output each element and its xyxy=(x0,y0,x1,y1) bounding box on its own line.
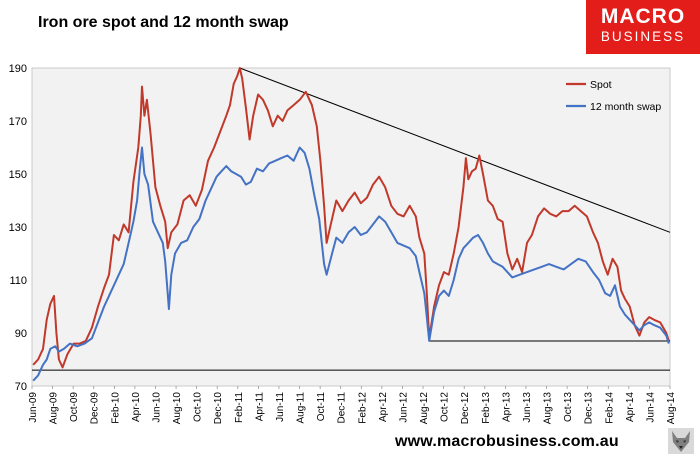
x-tick-label: Aug-11 xyxy=(296,392,307,424)
x-tick-label: Dec-09 xyxy=(90,392,101,425)
x-tick-label: Oct-10 xyxy=(193,392,204,422)
x-tick-label: Feb-10 xyxy=(110,392,121,424)
x-tick-label: Aug-10 xyxy=(172,392,183,425)
x-tick-label: Jun-12 xyxy=(398,392,409,423)
x-tick-label: Jun-10 xyxy=(151,392,162,423)
x-tick-label: Jun-11 xyxy=(275,392,286,422)
y-tick-label: 190 xyxy=(9,63,27,75)
x-tick-label: Oct-13 xyxy=(563,392,574,422)
logo-line1: MACRO xyxy=(600,5,686,28)
x-tick-label: Oct-09 xyxy=(69,392,80,422)
wolf-icon xyxy=(668,428,694,454)
x-tick-label: Jun-14 xyxy=(645,392,656,423)
x-tick-label: Dec-11 xyxy=(337,392,348,424)
x-tick-label: Dec-12 xyxy=(460,392,471,425)
x-tick-label: Oct-12 xyxy=(440,392,451,422)
x-tick-label: Jun-09 xyxy=(28,392,39,423)
x-tick-label: Apr-14 xyxy=(625,392,636,422)
x-tick-label: Oct-11 xyxy=(316,392,327,422)
macrobusiness-logo: MACRO BUSINESS xyxy=(586,0,700,54)
x-tick-label: Apr-12 xyxy=(378,392,389,422)
y-tick-label: 110 xyxy=(9,275,27,287)
x-tick-label: Apr-11 xyxy=(254,392,265,422)
resistance-line xyxy=(239,67,671,233)
x-tick-label: Feb-13 xyxy=(481,392,492,424)
x-tick-label: Aug-14 xyxy=(666,392,677,425)
x-tick-label: Feb-12 xyxy=(357,392,368,424)
x-tick-label: Aug-12 xyxy=(419,392,430,425)
x-tick-label: Feb-14 xyxy=(604,392,615,424)
chart-title: Iron ore spot and 12 month swap xyxy=(38,14,289,31)
series-line-swap xyxy=(32,146,670,382)
series-line-spot xyxy=(32,67,670,369)
y-tick-label: 150 xyxy=(9,169,27,181)
x-tick-label: Apr-10 xyxy=(131,392,142,422)
x-tick-label: Dec-13 xyxy=(584,392,595,425)
x-tick-label: Apr-13 xyxy=(501,392,512,422)
x-tick-label: Aug-13 xyxy=(543,392,554,425)
y-tick-label: 70 xyxy=(15,381,27,393)
x-tick-label: Feb-11 xyxy=(234,392,245,423)
legend-label: 12 month swap xyxy=(590,101,661,113)
x-tick-label: Jun-13 xyxy=(522,392,533,423)
x-tick-label: Dec-10 xyxy=(213,392,224,425)
x-tick-label: Aug-09 xyxy=(49,392,60,425)
y-tick-label: 90 xyxy=(15,328,27,340)
legend-label: Spot xyxy=(590,79,612,91)
logo-line2: BUSINESS xyxy=(600,29,686,44)
y-tick-label: 130 xyxy=(9,222,27,234)
plot-area xyxy=(31,67,671,387)
site-url: www.macrobusiness.com.au xyxy=(395,433,619,450)
y-tick-label: 170 xyxy=(9,116,27,128)
